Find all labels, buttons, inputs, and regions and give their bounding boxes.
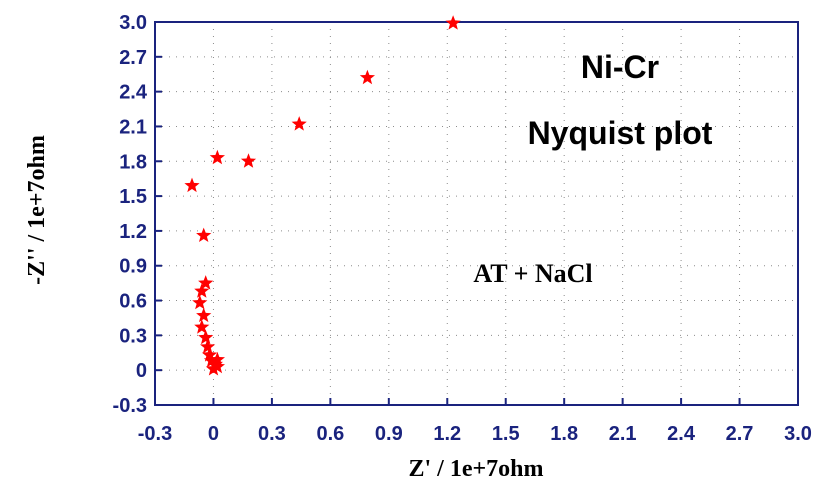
x-tick-label: 0	[208, 423, 219, 445]
x-tick-label: 0.3	[258, 423, 286, 445]
data-point	[196, 308, 211, 323]
data-points	[184, 15, 460, 375]
grid-lines	[155, 22, 798, 405]
x-tick-label: -0.3	[138, 423, 172, 445]
x-tick-label: 1.8	[550, 423, 578, 445]
x-tick-label: 0.9	[375, 423, 403, 445]
data-point	[184, 178, 199, 193]
annotation-plot-type: Nyquist plot	[528, 115, 713, 151]
plot-frame	[155, 22, 798, 405]
data-point	[360, 70, 375, 85]
x-axis-title: Z' / 1e+7ohm	[408, 456, 543, 482]
annotation-medium: AT + NaCl	[473, 259, 592, 288]
data-point	[241, 153, 256, 167]
y-tick-label: 2.1	[119, 116, 147, 138]
y-tick-label: 1.8	[119, 151, 147, 173]
y-tick-label: 2.7	[119, 47, 147, 69]
annotation-alloy: Ni-Cr	[581, 49, 659, 85]
x-tick-label: 2.7	[726, 423, 754, 445]
y-tick-label: 0	[136, 360, 147, 382]
y-axis-title: -Z'' / 1e+7ohm	[24, 135, 50, 285]
x-tick-label: 1.5	[492, 423, 520, 445]
data-point	[194, 319, 209, 334]
x-tick-label: 2.1	[609, 423, 637, 445]
data-point	[210, 150, 225, 165]
y-tick-label: 3.0	[119, 12, 147, 34]
y-tick-label: 1.5	[119, 186, 147, 208]
x-tick-label: 2.4	[667, 423, 696, 445]
axis-ticks: -0.3 0 0.3 0.6 0.9 1.2 1.5 1.8 2.1 2.4 2.7 3.0 -0.3 0…	[113, 12, 812, 445]
data-point	[292, 116, 307, 131]
data-point	[446, 15, 461, 29]
y-tick-label: 0.6	[119, 291, 147, 313]
y-tick-label: -0.3	[113, 395, 147, 417]
x-tick-label: 0.6	[316, 423, 344, 445]
y-tick-label: 0.9	[119, 256, 147, 278]
data-point	[196, 228, 211, 242]
y-tick-label: 2.4	[119, 82, 148, 104]
data-point	[192, 295, 207, 309]
data-point	[198, 330, 213, 345]
y-tick-label: 1.2	[119, 221, 147, 243]
x-tick-label: 1.2	[433, 423, 461, 445]
x-tick-label: 3.0	[784, 423, 812, 445]
y-tick-label: 0.3	[119, 325, 147, 347]
